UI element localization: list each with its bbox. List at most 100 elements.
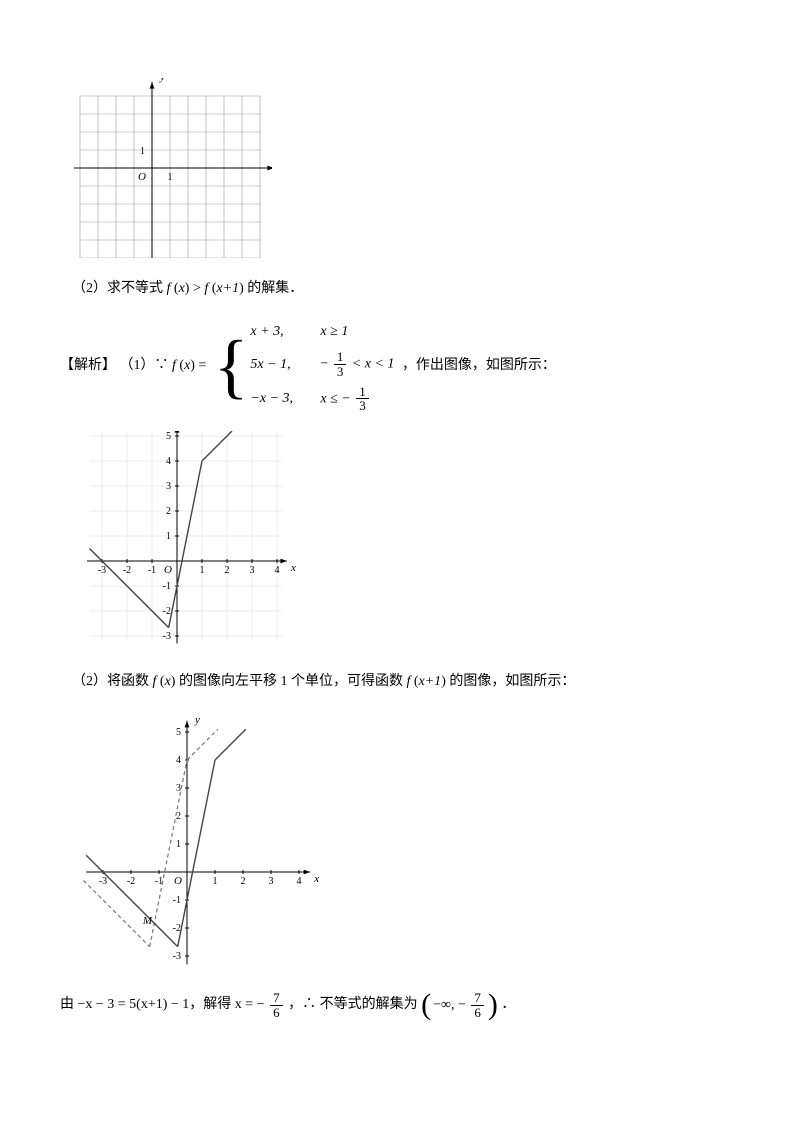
q2-paren2-close: ) [239, 281, 244, 296]
final-prefix: 由 −x − 3 = 5(x+1) − 1，解得 x = − [60, 997, 265, 1012]
q2b-f: f [153, 674, 157, 689]
chart-2: -3-2-11234-3-2-112345xyOM [72, 712, 734, 972]
blank-grid-figure: xyO11 [72, 78, 734, 258]
svg-text:5: 5 [166, 431, 171, 442]
c2-pre: − [320, 357, 328, 372]
q2-xp1: x+1 [216, 281, 239, 296]
brace-icon: { [214, 330, 249, 402]
right-paren-icon: ) [488, 990, 498, 1020]
svg-text:3: 3 [250, 565, 255, 576]
svg-text:-1: -1 [163, 581, 171, 592]
svg-text:1: 1 [140, 146, 145, 157]
svg-text:5: 5 [176, 727, 181, 738]
q2-f: f [167, 281, 171, 296]
svg-text:4: 4 [176, 755, 181, 766]
a-paren-close: ) [190, 358, 195, 373]
case-2: 5x − 1, − 13 < x < 1 [250, 350, 394, 378]
svg-text:M: M [142, 915, 153, 927]
c3-den: 3 [356, 399, 369, 413]
case1-expr: x + 3, [250, 319, 314, 344]
case2-cond: − 13 < x < 1 [320, 350, 394, 378]
solution-set: ( −∞, − 76 ) [421, 990, 498, 1020]
svg-text:x: x [313, 873, 319, 885]
left-paren-icon: ( [421, 990, 431, 1020]
svg-text:1: 1 [166, 531, 171, 542]
case-3: −x − 3, x ≤ − 13 [250, 385, 394, 413]
svg-text:-3: -3 [98, 565, 106, 576]
c3-pre: x ≤ − [320, 391, 350, 406]
q2-gt: > [193, 281, 204, 296]
case3-cond: x ≤ − 13 [320, 385, 370, 413]
svg-text:y: y [159, 78, 165, 83]
set-left: −∞, − [433, 997, 466, 1012]
q2b-xp1: x+1 [419, 674, 442, 689]
frac-1-3a: 13 [334, 350, 347, 378]
question-2: （2）求不等式 f (x) > f (x+1) 的解集． [60, 276, 734, 301]
a-eq: = [198, 358, 209, 373]
svg-text:1: 1 [168, 172, 173, 183]
c2-num: 1 [334, 350, 347, 365]
svg-text:-3: -3 [99, 876, 107, 887]
svg-text:4: 4 [297, 876, 302, 887]
svg-text:O: O [138, 171, 146, 183]
f1-num: 7 [270, 991, 283, 1006]
q2b-mid: 的图像向左平移 1 个单位，可得函数 [179, 674, 407, 689]
svg-text:-3: -3 [173, 951, 181, 962]
svg-text:-1: -1 [155, 876, 163, 887]
svg-text:4: 4 [166, 456, 171, 467]
svg-text:4: 4 [275, 565, 280, 576]
frac-7-6b: 76 [471, 991, 484, 1019]
analysis-block: 【解析】 （1）∵ f (x) = { x + 3, x ≥ 1 5x − 1,… [60, 319, 734, 413]
svg-text:2: 2 [166, 506, 171, 517]
c2-den: 3 [334, 365, 347, 379]
svg-text:-2: -2 [123, 565, 131, 576]
f2-den: 6 [471, 1006, 484, 1020]
q2-paren-close: ) [185, 281, 190, 296]
svg-text:1: 1 [176, 839, 181, 850]
q2b-f2: f [406, 674, 410, 689]
svg-text:3: 3 [166, 481, 171, 492]
svg-text:-1: -1 [173, 895, 181, 906]
q2-prefix: （2）求不等式 [72, 281, 167, 296]
svg-text:-1: -1 [148, 565, 156, 576]
case-1: x + 3, x ≥ 1 [250, 319, 394, 344]
chart-1: -3-2-11234-3-2-112345xyO [72, 431, 734, 651]
svg-text:y: y [194, 714, 200, 726]
c2-mid: < x < 1 [352, 357, 395, 372]
svg-text:-2: -2 [173, 923, 181, 934]
svg-text:1: 1 [213, 876, 218, 887]
q2-suffix: 的解集． [247, 281, 303, 296]
f2-num: 7 [471, 991, 484, 1006]
final-line: 由 −x − 3 = 5(x+1) − 1，解得 x = − 76 ，∴ 不等式… [60, 990, 734, 1020]
case2-expr: 5x − 1, [250, 352, 314, 377]
svg-text:-2: -2 [163, 606, 171, 617]
q2b-p2c: ) [441, 674, 446, 689]
case1-cond: x ≥ 1 [320, 319, 348, 344]
piecewise-def: { x + 3, x ≥ 1 5x − 1, − 13 < x < 1 −x −… [214, 319, 395, 413]
frac-7-6a: 76 [270, 991, 283, 1019]
f1-den: 6 [270, 1006, 283, 1020]
svg-text:2: 2 [225, 565, 230, 576]
case3-expr: −x − 3, [250, 386, 314, 411]
svg-text:-2: -2 [127, 876, 135, 887]
final-mid: ，∴ 不等式的解集为 [288, 997, 421, 1012]
q2b-p1c: ) [171, 674, 176, 689]
a-f: f [172, 358, 176, 373]
analysis-suffix: ，作出图像，如图所示： [402, 358, 556, 373]
frac-1-3b: 13 [356, 385, 369, 413]
q2b-prefix: （2）将函数 [72, 674, 153, 689]
svg-text:-3: -3 [163, 631, 171, 642]
final-suffix: ． [501, 997, 515, 1012]
q2-f2: f [204, 281, 208, 296]
shift-text: （2）将函数 f (x) 的图像向左平移 1 个单位，可得函数 f (x+1) … [60, 669, 734, 694]
c3-num: 1 [356, 385, 369, 400]
analysis-label: 【解析】 [60, 358, 116, 373]
svg-text:x: x [290, 562, 296, 574]
svg-text:O: O [164, 564, 172, 576]
svg-text:3: 3 [269, 876, 274, 887]
analysis-p1-prefix: （1）∵ [120, 358, 173, 373]
svg-text:1: 1 [200, 565, 205, 576]
svg-text:O: O [174, 875, 182, 887]
svg-text:2: 2 [241, 876, 246, 887]
q2b-suffix: 的图像，如图所示： [449, 674, 575, 689]
